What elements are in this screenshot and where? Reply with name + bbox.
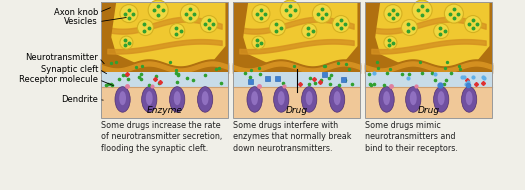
- Bar: [233, 72, 360, 87]
- Polygon shape: [233, 2, 248, 54]
- Circle shape: [412, 0, 432, 20]
- Circle shape: [384, 36, 397, 49]
- Ellipse shape: [174, 91, 181, 105]
- Circle shape: [181, 4, 200, 23]
- Ellipse shape: [197, 87, 213, 112]
- Ellipse shape: [379, 87, 394, 112]
- Circle shape: [120, 36, 133, 49]
- Bar: [101, 87, 228, 118]
- Circle shape: [201, 16, 217, 32]
- Polygon shape: [101, 2, 116, 54]
- Text: Some drugs interfere with
enzymes that normally break
down neurotransmitters.: Some drugs interfere with enzymes that n…: [233, 121, 352, 153]
- Text: Axon knob: Axon knob: [54, 8, 98, 17]
- Bar: [275, 76, 280, 81]
- Ellipse shape: [406, 87, 421, 112]
- Circle shape: [465, 16, 481, 32]
- Ellipse shape: [202, 91, 208, 105]
- Bar: [322, 72, 327, 77]
- Ellipse shape: [142, 87, 157, 112]
- Bar: [248, 79, 253, 84]
- Text: Receptor molecule: Receptor molecule: [19, 75, 98, 84]
- Bar: [101, 2, 228, 81]
- Bar: [101, 72, 228, 87]
- Text: Dendrite: Dendrite: [61, 95, 98, 104]
- Polygon shape: [365, 2, 380, 54]
- Bar: [365, 2, 492, 118]
- Ellipse shape: [251, 91, 258, 105]
- Polygon shape: [375, 3, 489, 74]
- Ellipse shape: [466, 91, 472, 105]
- Ellipse shape: [434, 87, 449, 112]
- Ellipse shape: [119, 91, 126, 105]
- Circle shape: [402, 20, 417, 36]
- Circle shape: [384, 5, 402, 23]
- Ellipse shape: [274, 87, 289, 112]
- Ellipse shape: [334, 91, 341, 105]
- Circle shape: [302, 24, 317, 39]
- Circle shape: [148, 0, 168, 20]
- Circle shape: [120, 5, 138, 23]
- Ellipse shape: [410, 91, 417, 105]
- Ellipse shape: [146, 91, 153, 105]
- Text: Some drugs increase the rate
of neurotransmitter secretion,
flooding the synapti: Some drugs increase the rate of neurotra…: [101, 121, 222, 153]
- Bar: [265, 76, 270, 81]
- Text: Drug: Drug: [417, 106, 439, 115]
- Circle shape: [444, 4, 464, 23]
- Circle shape: [312, 4, 331, 23]
- Bar: [233, 2, 360, 118]
- Ellipse shape: [383, 91, 390, 105]
- Text: Neurotransmitter: Neurotransmitter: [25, 53, 98, 62]
- Bar: [233, 2, 360, 81]
- Ellipse shape: [170, 87, 185, 112]
- Circle shape: [138, 20, 153, 36]
- Polygon shape: [243, 3, 358, 74]
- Circle shape: [332, 16, 350, 32]
- Bar: [365, 72, 492, 87]
- Circle shape: [434, 24, 449, 39]
- Ellipse shape: [301, 87, 317, 112]
- Polygon shape: [111, 3, 225, 74]
- Text: Drug: Drug: [286, 106, 308, 115]
- Ellipse shape: [278, 91, 285, 105]
- Ellipse shape: [461, 87, 477, 112]
- Text: Some drugs mimic
neurotransmitters and
bind to their receptors.: Some drugs mimic neurotransmitters and b…: [365, 121, 458, 153]
- Bar: [101, 2, 228, 118]
- Circle shape: [269, 20, 286, 36]
- Text: Vesicles: Vesicles: [64, 17, 98, 26]
- Bar: [365, 2, 492, 81]
- Circle shape: [252, 5, 270, 23]
- Bar: [341, 77, 345, 82]
- Circle shape: [252, 36, 265, 49]
- Ellipse shape: [306, 91, 312, 105]
- Bar: [365, 87, 492, 118]
- Bar: [101, 2, 228, 118]
- Circle shape: [280, 0, 300, 20]
- Circle shape: [170, 24, 185, 39]
- Ellipse shape: [247, 87, 262, 112]
- Ellipse shape: [438, 91, 445, 105]
- Bar: [233, 87, 360, 118]
- Bar: [365, 2, 492, 118]
- Text: Enzyme: Enzyme: [146, 106, 183, 115]
- Ellipse shape: [115, 87, 130, 112]
- Bar: [233, 2, 360, 118]
- Ellipse shape: [330, 87, 345, 112]
- Text: Synaptic cleft: Synaptic cleft: [40, 65, 98, 74]
